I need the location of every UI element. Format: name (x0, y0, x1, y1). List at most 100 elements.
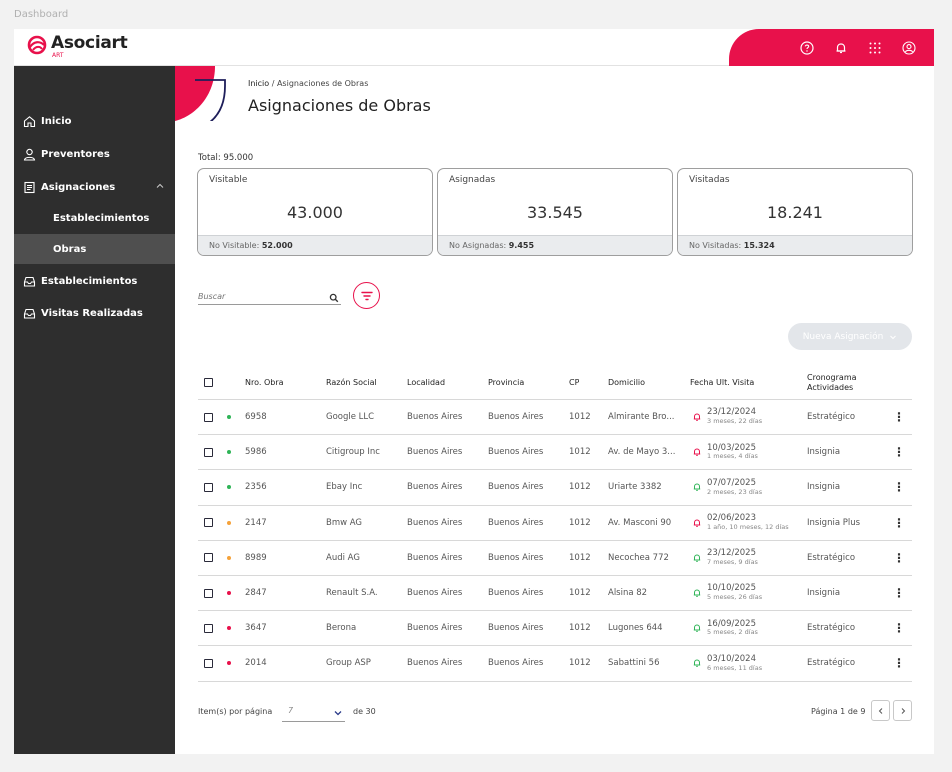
cell-domicilio: Av. de Mayo 3... (608, 447, 676, 458)
column-header-fecha[interactable]: Fecha Ult. Visita (690, 377, 755, 387)
last-visit-date: 03/10/2024 (707, 653, 756, 664)
more-options-icon[interactable]: ⋮ (893, 445, 905, 460)
table-header: Nro. Obra Razón Social Localidad Provinc… (198, 366, 912, 400)
cell-fecha: 07/07/2025 2 meses, 23 días (707, 470, 762, 504)
table-row[interactable]: 2147 Bmw AG Buenos Aires Buenos Aires 1012 Av… (198, 506, 912, 541)
cell-provincia: Buenos Aires (488, 658, 544, 669)
sidebar-subitem-obras[interactable]: Obras (14, 234, 175, 264)
cell-localidad: Buenos Aires (407, 623, 463, 634)
column-header-cronograma[interactable]: Cronograma Actividades (807, 372, 857, 392)
sidebar-item-establecimientos[interactable]: Establecimientos (14, 266, 175, 296)
cell-domicilio: Almirante Bro... (608, 412, 675, 423)
cell-localidad: Buenos Aires (407, 552, 463, 563)
sidebar-subitem-establecimientos[interactable]: Establecimientos (53, 212, 150, 224)
last-visit-date: 07/07/2025 (707, 477, 756, 488)
breadcrumb: Inicio / Asignaciones de Obras (248, 79, 368, 88)
cell-nro: 2356 (245, 482, 267, 493)
more-options-icon[interactable]: ⋮ (893, 550, 905, 565)
items-per-page-select[interactable]: 7 (282, 701, 345, 722)
home-icon (22, 114, 36, 128)
last-visit-date: 10/03/2025 (707, 442, 756, 453)
sidebar-item-visitas-realizadas[interactable]: Visitas Realizadas (14, 298, 175, 328)
bell-icon (692, 576, 702, 610)
sidebar-item-inicio[interactable]: Inicio (14, 106, 175, 136)
cell-nro: 2847 (245, 588, 267, 599)
search-input[interactable] (198, 287, 318, 306)
items-per-page-label: Item(s) por página (198, 707, 273, 716)
prev-page-button[interactable] (871, 700, 890, 721)
more-options-icon[interactable]: ⋮ (893, 621, 905, 636)
help-icon[interactable] (798, 39, 816, 57)
status-dot (227, 485, 231, 490)
cell-cronograma: Estratégico (807, 552, 856, 563)
table-row[interactable]: 8989 Audi AG Buenos Aires Buenos Aires 1012 N… (198, 541, 912, 576)
more-options-icon[interactable]: ⋮ (893, 586, 905, 601)
cell-razon: Audi AG (326, 552, 360, 563)
bell-icon[interactable] (832, 39, 850, 57)
table-row[interactable]: 2014 Group ASP Buenos Aires Buenos Aires 101… (198, 646, 912, 682)
chevron-up-icon[interactable] (155, 181, 165, 194)
user-icon[interactable] (900, 39, 918, 57)
header-actions (729, 29, 934, 66)
breadcrumb-home-link[interactable]: Inicio (248, 79, 270, 88)
more-options-icon[interactable]: ⋮ (893, 480, 905, 495)
inbox-icon (22, 274, 36, 288)
table-row[interactable]: 5986 Citigroup Inc Buenos Aires Buenos Aire… (198, 435, 912, 471)
apps-grid-icon[interactable] (866, 39, 884, 57)
stat-label: Visitable (209, 175, 248, 185)
cell-localidad: Buenos Aires (407, 482, 463, 493)
stat-footer-label: No Visitable: (209, 241, 260, 250)
breadcrumb-current: / Asignaciones de Obras (271, 79, 369, 88)
stat-footer: No Visitable: 52.000 (198, 235, 432, 255)
column-header-razon[interactable]: Razón Social (326, 377, 377, 387)
column-header-localidad[interactable]: Localidad (407, 377, 446, 387)
next-page-button[interactable] (893, 700, 912, 721)
table-row[interactable]: 2356 Ebay Inc Buenos Aires Buenos Aires 1012… (198, 470, 912, 506)
cell-cronograma: Estratégico (807, 412, 856, 423)
cell-cronograma: Insignia (807, 447, 841, 458)
row-checkbox[interactable] (204, 553, 213, 563)
cell-domicilio: Uriarte 3382 (608, 482, 662, 493)
brand-name: Asociart (51, 33, 128, 53)
stat-label: Asignadas (449, 175, 496, 185)
cell-localidad: Buenos Aires (407, 412, 463, 423)
sidebar-item-preventores[interactable]: Preventores (14, 139, 175, 169)
row-checkbox[interactable] (204, 412, 213, 422)
page-info: Página 1 de 9 (811, 707, 866, 716)
table-row[interactable]: 6958 Google LLC Buenos Aires Buenos Aires 10… (198, 400, 912, 436)
search-icon[interactable] (329, 288, 339, 307)
table-row[interactable]: 2847 Renault S.A. Buenos Aires Buenos Aires… (198, 576, 912, 612)
brand-logo[interactable]: Asociart ART (27, 33, 128, 59)
frame-label: Dashboard (14, 9, 69, 20)
bell-icon (692, 400, 702, 434)
column-header-cp[interactable]: CP (569, 377, 580, 387)
column-header-nro[interactable]: Nro. Obra (245, 377, 284, 387)
bell-icon (692, 435, 702, 469)
table-row[interactable]: 3647 Berona Buenos Aires Buenos Aires 1012 Lu… (198, 611, 912, 647)
row-checkbox[interactable] (204, 588, 213, 598)
bell-icon (692, 646, 702, 680)
row-checkbox[interactable] (204, 482, 213, 492)
more-options-icon[interactable]: ⋮ (893, 410, 905, 425)
last-visit-elapsed: 1 año, 10 meses, 12 días (707, 522, 789, 531)
sidebar-item-label: Asignaciones (41, 181, 116, 193)
cell-razon: Bmw AG (326, 517, 363, 528)
select-all-checkbox[interactable] (204, 378, 213, 387)
row-checkbox[interactable] (204, 658, 213, 668)
cell-nro: 2147 (245, 517, 267, 528)
more-options-icon[interactable]: ⋮ (893, 656, 905, 671)
new-assignment-button[interactable]: Nueva Asignación (788, 323, 912, 350)
column-header-provincia[interactable]: Provincia (488, 377, 525, 387)
cell-razon: Google LLC (326, 412, 375, 423)
sidebar-item-asignaciones[interactable]: Asignaciones (14, 172, 175, 202)
more-options-icon[interactable]: ⋮ (893, 515, 905, 530)
filter-button[interactable] (353, 282, 380, 309)
column-header-domicilio[interactable]: Domicilio (608, 377, 646, 387)
cell-provincia: Buenos Aires (488, 517, 544, 528)
stat-value: 43.000 (287, 203, 343, 222)
row-checkbox[interactable] (204, 518, 213, 528)
last-visit-elapsed: 3 meses, 22 días (707, 417, 763, 426)
row-checkbox[interactable] (204, 623, 213, 633)
bell-icon (692, 506, 702, 540)
row-checkbox[interactable] (204, 447, 213, 457)
